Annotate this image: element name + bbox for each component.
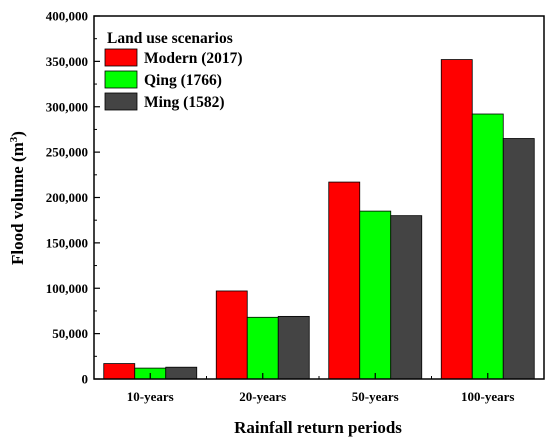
y-axis-title-main: Flood volume (m bbox=[8, 142, 27, 265]
x-tick-label-100-years: 100-years bbox=[461, 389, 514, 404]
x-tick-labels: 10-years 20-years 50-years 100-years bbox=[127, 389, 515, 404]
y-tick-label: 350,000 bbox=[46, 54, 88, 69]
legend-label-1: Qing (1766) bbox=[144, 72, 222, 89]
bar-10-years-2 bbox=[165, 366, 198, 380]
legend-swatch-1 bbox=[104, 70, 138, 89]
x-axis-title: Rainfall return periods bbox=[234, 418, 402, 437]
y-axis-title-close: ) bbox=[8, 131, 27, 137]
legend-title: Land use scenarios bbox=[107, 30, 233, 47]
x-tick-label-20-years: 20-years bbox=[239, 389, 286, 404]
y-axis-title-sup: 3 bbox=[8, 136, 20, 142]
bar-100-years-2 bbox=[502, 138, 535, 380]
y-tick-labels: 0 50,000 100,000 150,000 200,000 250,000 300,0… bbox=[46, 9, 88, 387]
legend-swatch-0 bbox=[104, 48, 138, 67]
y-tick-label: 400,000 bbox=[46, 9, 88, 24]
x-tick-label-50-years: 50-years bbox=[352, 389, 399, 404]
y-tick-label: 200,000 bbox=[46, 190, 88, 205]
y-tick-label: 250,000 bbox=[46, 145, 88, 160]
bars-layer bbox=[103, 59, 535, 380]
bar-100-years-1 bbox=[471, 113, 504, 380]
bar-50-years-2 bbox=[390, 215, 423, 380]
bar-20-years-2 bbox=[277, 315, 310, 380]
legend-label-2: Ming (1582) bbox=[144, 94, 225, 111]
y-tick-label: 0 bbox=[82, 372, 89, 387]
y-tick-label: 300,000 bbox=[46, 99, 88, 114]
y-tick-label: 100,000 bbox=[46, 281, 88, 296]
bar-50-years-1 bbox=[359, 210, 392, 380]
bar-20-years-0 bbox=[215, 290, 248, 380]
y-tick-label: 150,000 bbox=[46, 235, 88, 250]
x-tick-label-10-years: 10-years bbox=[127, 389, 174, 404]
y-axis-title: Flood volume (m3) bbox=[8, 131, 27, 265]
legend: Land use scenarios Modern (2017) Qing (17… bbox=[104, 30, 243, 111]
legend-label-0: Modern (2017) bbox=[144, 50, 243, 67]
bar-10-years-0 bbox=[103, 363, 136, 380]
y-tick-label: 50,000 bbox=[52, 326, 88, 341]
bar-20-years-1 bbox=[246, 316, 279, 380]
legend-swatch-2 bbox=[104, 92, 138, 111]
axes-layer bbox=[93, 15, 545, 380]
bar-50-years-0 bbox=[328, 181, 361, 380]
bar-100-years-0 bbox=[440, 59, 473, 380]
